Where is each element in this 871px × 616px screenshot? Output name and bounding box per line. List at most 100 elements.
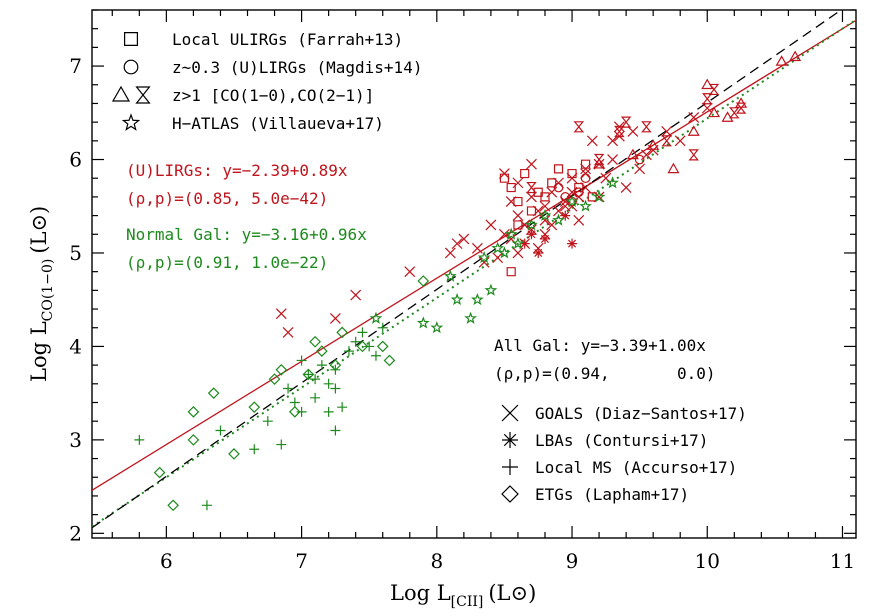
marker-plus [316,360,327,371]
circle-icon [123,59,139,75]
marker-plus [377,322,388,333]
marker-diamond [336,326,349,339]
y-tick-label: 2 [69,521,82,545]
marker-triangle [721,111,734,122]
marker-diamond [356,340,369,353]
legend-top-label: Local ULIRGs (Farrah+13) [172,30,403,49]
marker-plus [283,383,294,394]
marker-star [477,250,491,264]
marker-diamond [316,345,328,357]
marker-diamond [207,387,220,399]
marker-x [634,163,646,175]
ulirg-fit-stats: (ρ,p)=(0.85, 5.0e−42) [126,189,328,208]
marker-asterisk [560,210,571,221]
marker-star [471,292,484,306]
marker-star [552,213,565,226]
marker-star [416,316,430,329]
marker-hourglass [526,181,537,194]
marker-hourglass [593,153,605,166]
marker-star [606,176,619,189]
marker-star [511,236,525,250]
marker-diamond [302,368,315,381]
marker-diamond [268,373,281,385]
marker-x [553,205,564,217]
marker-x [701,102,713,114]
marker-x [512,247,524,259]
hourglass-icon [135,86,151,104]
marker-square [580,159,591,169]
legend-top-label: H−ATLAS (Villaueva+17) [172,114,384,133]
marker-x [282,326,294,338]
marker-plus [134,434,145,445]
marker-x [499,168,510,179]
marker-triangle [775,55,788,66]
marker-x [275,308,287,320]
marker-triangle [667,162,680,174]
marker-diamond [153,466,166,479]
marker-x [640,149,652,161]
marker-star [592,190,606,203]
data-markers [134,50,802,512]
marker-diamond [187,434,200,446]
x-tick-label: 9 [566,549,579,573]
marker-x [661,126,673,137]
marker-diamond [329,359,342,371]
x-icon [501,404,519,422]
marker-hourglass [708,83,720,96]
marker-x [580,163,591,175]
marker-square [520,168,530,179]
marker-x [478,256,490,268]
legend-bottom-item: LBAs (Contursi+17) [502,431,708,450]
normal-fit-label: Normal Gal: y=−3.16+0.96x [126,225,367,244]
marker-plus [323,406,334,417]
marker-diamond [309,335,321,348]
marker-hourglass [688,149,699,161]
marker-x [546,219,558,231]
marker-square [553,164,564,174]
marker-x [586,135,598,147]
legend-top-item: z>1 [CO(1−0),CO(2−1)] [111,85,374,105]
marker-diamond [167,499,179,512]
marker-x [607,135,619,147]
marker-hourglass [661,135,672,147]
marker-star [450,292,464,306]
all-fit-stats: (ρ,p)=(0.94, 0.0) [494,364,716,383]
marker-hourglass [641,121,652,133]
plus-icon [502,459,518,475]
x-tick-label: 10 [695,549,720,573]
marker-square [567,168,577,179]
marker-plus [364,341,375,352]
marker-x [485,219,497,231]
marker-square [547,178,557,188]
marker-circle [560,192,571,202]
marker-x [573,214,585,226]
marker-triangle [687,125,700,136]
marker-plus [303,369,314,380]
marker-x [329,312,341,324]
marker-hourglass [729,107,740,119]
marker-x [350,289,362,301]
marker-x [539,214,551,226]
y-tick-label: 7 [69,54,82,78]
marker-diamond [187,405,200,418]
marker-asterisk [526,229,537,240]
marker-square [499,173,510,183]
marker-square [506,182,516,193]
marker-x [559,200,571,212]
marker-triangle [626,148,639,160]
marker-x [607,154,619,165]
normal-fit-stats: (ρ,p)=(0.91, 1.0e−22) [126,253,328,272]
axis-ticks [92,9,856,538]
marker-plus [310,392,321,403]
legend-bottom-item: ETGs (Lapham+17) [501,485,689,504]
diamond-icon [501,485,519,503]
marker-triangle [789,50,802,62]
marker-hourglass [735,102,747,114]
legend-bottom-item: GOALS (Diaz−Santos+17) [501,404,747,423]
marker-x [404,266,416,278]
marker-x [688,112,700,123]
marker-x [458,233,470,245]
marker-diamond [275,363,288,376]
marker-diamond [417,275,430,287]
